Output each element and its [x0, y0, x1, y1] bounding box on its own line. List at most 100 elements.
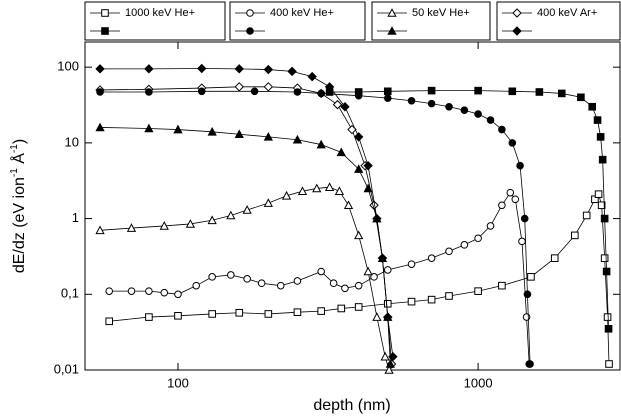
marker [427, 99, 436, 108]
marker [363, 160, 373, 171]
y-label-sup: -1 [9, 168, 20, 177]
marker [334, 186, 345, 195]
marker [508, 87, 517, 96]
marker [144, 123, 154, 133]
marker [281, 190, 292, 200]
marker [557, 89, 566, 98]
marker [324, 82, 335, 92]
marker [287, 66, 297, 77]
marker [307, 71, 317, 82]
x-tick-label: 1000 [464, 375, 493, 390]
marker [596, 133, 605, 141]
marker [160, 288, 169, 297]
marker [474, 287, 482, 295]
marker [354, 164, 364, 173]
marker [293, 308, 302, 317]
marker [159, 221, 169, 230]
marker [173, 124, 183, 134]
marker [354, 303, 363, 311]
marker [337, 304, 346, 313]
marker [486, 116, 495, 124]
x-tick-label: 100 [167, 375, 189, 390]
marker [340, 102, 350, 112]
marker [317, 307, 325, 315]
marker [127, 287, 136, 295]
series-line [329, 90, 609, 329]
marker [363, 183, 373, 193]
plot-frame [84, 41, 621, 371]
marker [126, 223, 137, 232]
y-axis-label: dE/dz (eV ion-1 Å-1) [9, 139, 29, 273]
marker [506, 188, 515, 197]
marker [498, 201, 506, 210]
marker [246, 27, 254, 35]
marker [512, 26, 522, 36]
marker [604, 325, 613, 333]
marker [427, 86, 436, 95]
marker [95, 122, 105, 132]
marker [276, 281, 285, 290]
marker [486, 222, 495, 230]
marker [234, 129, 244, 139]
marker [363, 266, 373, 276]
marker [380, 351, 390, 361]
marker [460, 106, 469, 115]
legend-label: 400 keV Ar+ [537, 7, 597, 19]
marker [354, 230, 364, 240]
marker [263, 82, 274, 92]
x-axis-label: depth (nm) [313, 397, 390, 414]
marker [383, 94, 392, 102]
marker [571, 231, 579, 240]
marker [293, 88, 302, 96]
y-tick-label: 0,01 [54, 361, 79, 376]
marker [377, 253, 388, 263]
marker [96, 88, 104, 96]
marker [445, 102, 453, 111]
marker [145, 287, 153, 295]
y-tick-label: 100 [57, 59, 79, 74]
marker [600, 254, 609, 262]
y-label-part: Å [9, 153, 28, 168]
marker [101, 9, 109, 17]
marker [341, 284, 349, 293]
legend-label: 1000 keV He+ [125, 7, 195, 19]
marker [242, 205, 252, 214]
marker [385, 359, 395, 368]
marker [105, 317, 114, 326]
marker [388, 351, 398, 362]
marker [445, 247, 453, 256]
marker [145, 88, 153, 96]
marker [588, 102, 597, 111]
marker [498, 281, 506, 290]
marker [227, 271, 235, 279]
marker [343, 200, 354, 210]
marker [145, 313, 153, 321]
marker [508, 139, 517, 147]
marker [474, 110, 482, 118]
y-label-part: ) [11, 139, 28, 144]
marker [594, 190, 603, 198]
marker [250, 87, 259, 96]
marker [95, 225, 105, 235]
legend-box [496, 1, 621, 41]
marker [197, 87, 206, 96]
marker [474, 86, 482, 95]
marker [263, 198, 273, 207]
marker [520, 214, 529, 223]
marker [332, 99, 343, 110]
marker [603, 313, 612, 321]
marker [383, 266, 392, 274]
marker [207, 126, 217, 136]
marker [445, 292, 453, 300]
series-line [100, 90, 531, 365]
marker [522, 313, 531, 321]
marker [527, 273, 535, 281]
marker [593, 116, 602, 124]
marker [317, 89, 325, 98]
marker [226, 210, 236, 220]
marker [427, 295, 436, 304]
marker [600, 214, 609, 223]
series-line [109, 191, 530, 365]
marker [518, 237, 526, 246]
